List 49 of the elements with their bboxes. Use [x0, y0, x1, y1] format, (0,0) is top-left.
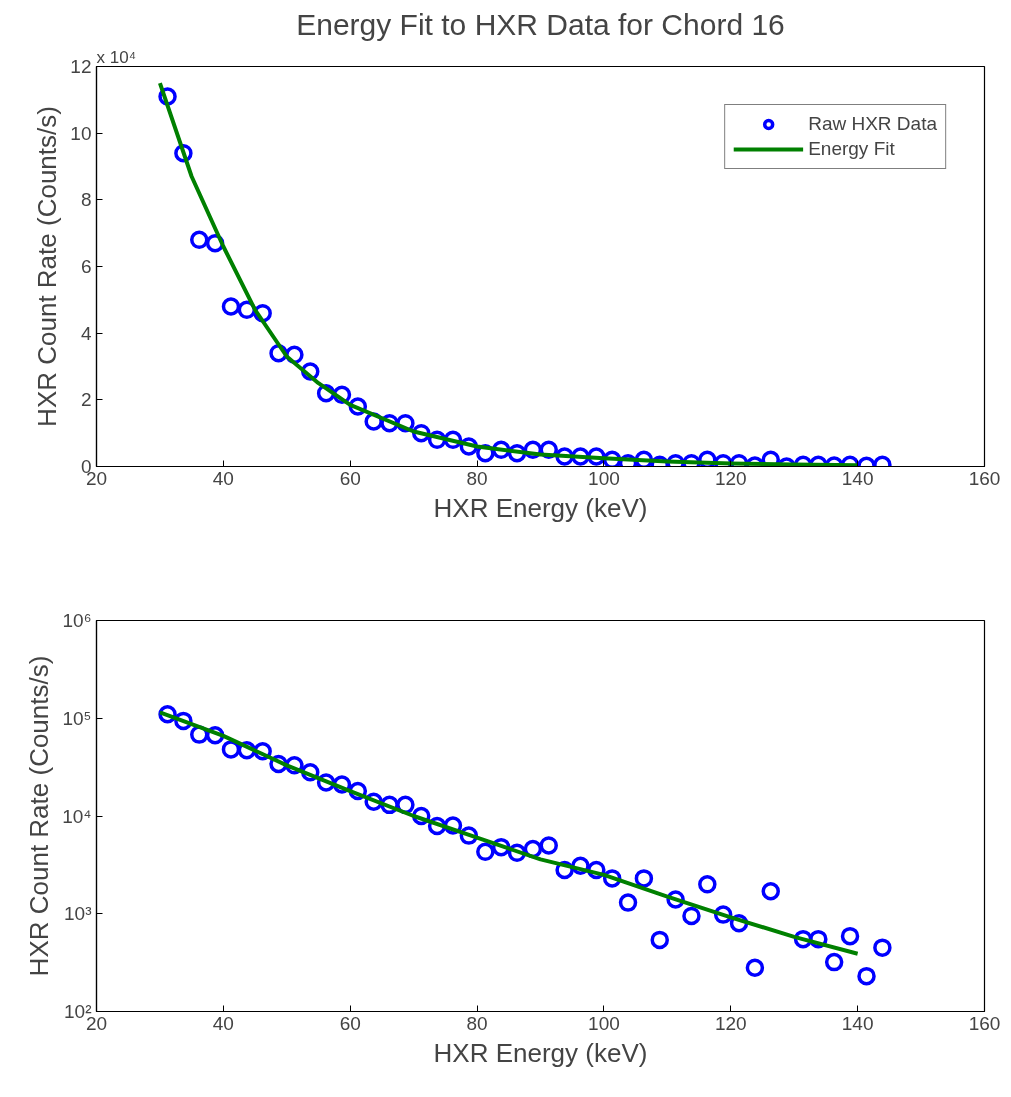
- point: [650, 930, 669, 950]
- legend-label: Energy Fit: [808, 138, 895, 160]
- y-tick-label: 10³: [64, 903, 92, 925]
- legend-label: Raw HXR Data: [808, 113, 937, 135]
- y-tick-label: 12: [70, 56, 92, 77]
- x-tick-label: 100: [588, 1012, 620, 1034]
- x-tick-label: 40: [212, 467, 234, 489]
- x-tick-label: 120: [714, 467, 747, 489]
- point: [476, 842, 495, 862]
- point: [698, 875, 717, 894]
- y-axis-title: HXR Count Rate (Counts/s): [24, 655, 55, 977]
- chart-title: Energy Fit to HXR Data for Chord 16: [296, 7, 785, 41]
- x-tick-label: 100: [588, 467, 620, 489]
- y-tick-label: 10⁴: [62, 805, 92, 827]
- point: [857, 966, 876, 986]
- y-tick-label: 8: [80, 189, 92, 211]
- point: [745, 958, 765, 978]
- y-axis-title: HXR Count Rate (Counts/s): [32, 106, 63, 427]
- x-tick-label: 140: [841, 467, 874, 489]
- x-tick-label: 80: [466, 1012, 488, 1034]
- point: [824, 952, 844, 972]
- point: [761, 881, 780, 901]
- x-tick-label: 120: [714, 1012, 747, 1034]
- x-tick-label: 60: [339, 467, 361, 489]
- line-series: [157, 710, 860, 956]
- point: [618, 893, 638, 912]
- point: [539, 836, 558, 855]
- y-tick-label: 2: [80, 389, 92, 411]
- point: [221, 297, 241, 316]
- y-tick-label: 10⁵: [62, 707, 92, 729]
- point: [873, 938, 892, 957]
- point: [221, 740, 241, 759]
- y-tick-label: 10: [70, 122, 92, 144]
- point: [682, 906, 701, 926]
- x-tick-label: 40: [212, 1012, 234, 1034]
- x-tick-label: 140: [841, 1012, 874, 1034]
- x-tick-label: 80: [466, 467, 488, 489]
- x-axis-title: HXR Energy (keV): [433, 1037, 648, 1068]
- x-axis-title: HXR Energy (keV): [433, 492, 648, 523]
- point: [190, 230, 209, 250]
- y-tick-label: 10⁶: [62, 610, 92, 631]
- x-tick-label: 160: [968, 467, 1001, 489]
- y-tick-label: 4: [80, 322, 92, 344]
- point: [634, 869, 654, 888]
- x-tick-label: 160: [968, 1012, 1001, 1034]
- text: x 10⁴: [96, 47, 136, 67]
- x-tick-label: 60: [339, 1012, 361, 1034]
- y-tick-label: 6: [80, 256, 92, 277]
- point: [840, 926, 860, 946]
